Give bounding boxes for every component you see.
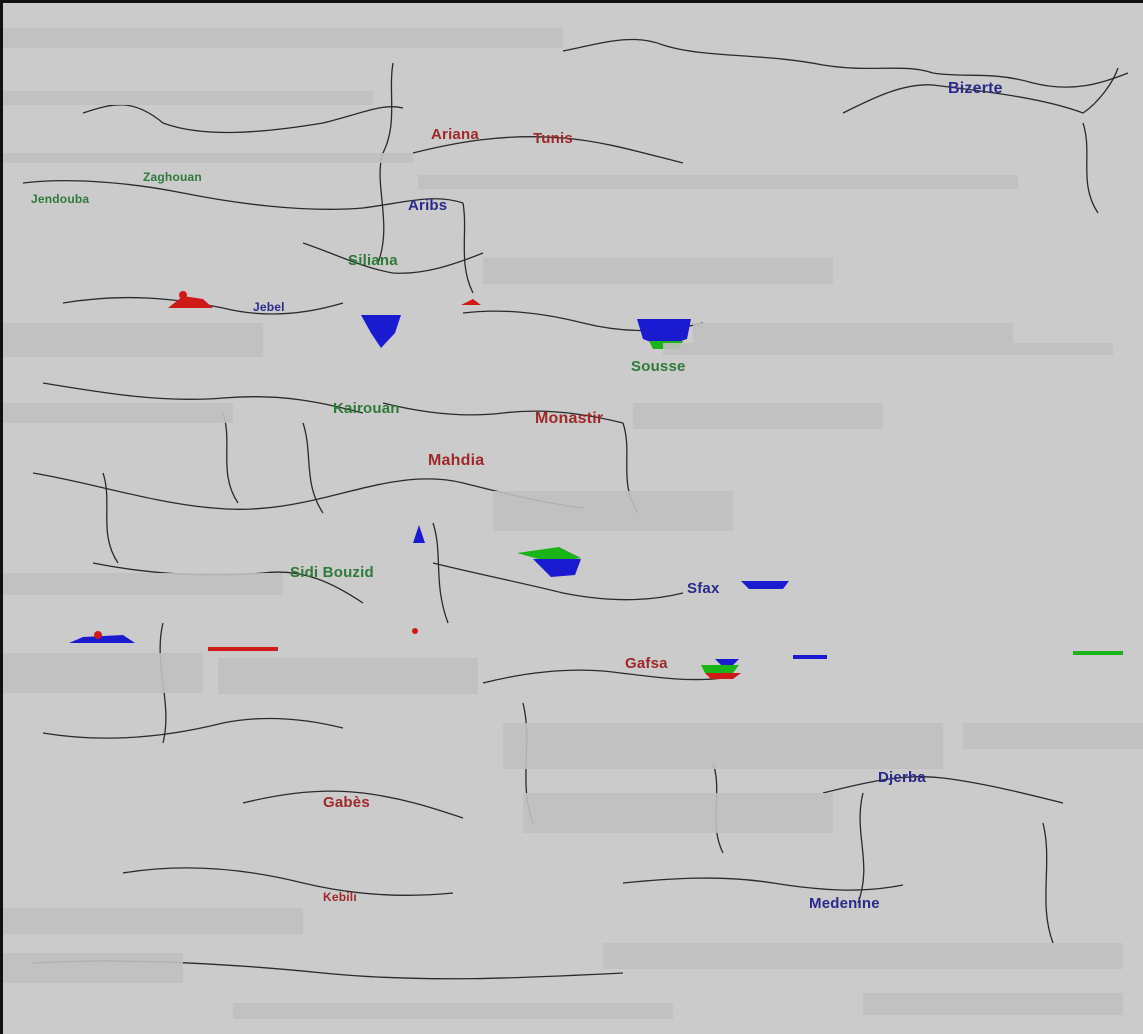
marker-blue-star[interactable] bbox=[69, 635, 135, 643]
northern-coastline bbox=[562, 38, 1129, 88]
artifact-band bbox=[633, 403, 883, 429]
artifact-band bbox=[418, 175, 1018, 189]
place-label-kairouan[interactable]: Kairouan bbox=[333, 400, 400, 417]
artifact-band bbox=[218, 658, 478, 694]
artifact-band bbox=[3, 91, 373, 105]
place-label-siliana[interactable]: Siliana bbox=[348, 252, 398, 269]
place-label-monastir[interactable]: Monastir bbox=[535, 410, 604, 427]
artifact-band bbox=[863, 993, 1123, 1015]
place-label-zaghouan[interactable]: Zaghouan bbox=[143, 170, 202, 184]
artifact-band bbox=[523, 793, 833, 833]
map-markers bbox=[69, 291, 1123, 679]
tunis-border bbox=[412, 136, 684, 164]
marker-blue-bar[interactable] bbox=[793, 655, 827, 659]
monastir-border bbox=[382, 402, 624, 424]
southern-border bbox=[622, 877, 904, 891]
medenine-east-border bbox=[1042, 822, 1054, 944]
artifact-bands bbox=[3, 28, 1143, 1019]
artifact-band bbox=[3, 323, 263, 357]
artifact-band bbox=[3, 153, 413, 163]
place-label-gafsa[interactable]: Gafsa bbox=[625, 655, 668, 672]
place-label-sousse[interactable]: Sousse bbox=[631, 358, 686, 375]
place-label-mahdia[interactable]: Mahdia bbox=[428, 452, 485, 469]
medenine-border bbox=[822, 776, 1064, 804]
place-label-aribs[interactable]: Aribs bbox=[408, 197, 448, 214]
marker-blue-triangle[interactable] bbox=[413, 525, 425, 543]
artifact-band bbox=[963, 723, 1143, 749]
marker-blue-star[interactable] bbox=[741, 581, 789, 589]
northwest-border bbox=[82, 104, 404, 134]
artifact-band bbox=[693, 323, 1013, 343]
marker-red-wedge[interactable] bbox=[168, 296, 213, 308]
place-label-sfax[interactable]: Sfax bbox=[687, 580, 720, 597]
sidi-bouzid-sfax-border bbox=[432, 522, 449, 624]
place-label-sidi-bouzid[interactable]: Sidi Bouzid bbox=[290, 564, 374, 581]
southwest-border bbox=[42, 717, 344, 739]
place-label-bizerte[interactable]: Bizerte bbox=[948, 80, 1003, 97]
northern-border bbox=[22, 180, 464, 210]
marker-red-dot[interactable] bbox=[179, 291, 187, 299]
marker-blue-star[interactable] bbox=[637, 319, 691, 347]
artifact-band bbox=[663, 343, 1113, 355]
artifact-band bbox=[503, 723, 943, 769]
siliana-border bbox=[62, 296, 344, 315]
kairouan-sousse-border bbox=[302, 422, 324, 514]
place-label-gabes[interactable]: Gabès bbox=[323, 794, 370, 811]
artifact-band bbox=[3, 28, 563, 48]
sfax-border bbox=[432, 562, 684, 601]
central-west-border bbox=[32, 472, 344, 510]
artifact-band bbox=[3, 953, 183, 983]
marker-green-base[interactable] bbox=[701, 665, 739, 673]
artifact-band bbox=[3, 403, 233, 423]
eastern-coastline bbox=[1082, 122, 1099, 214]
kairouan-border bbox=[42, 382, 364, 414]
artifact-band bbox=[483, 258, 833, 284]
artifact-band bbox=[493, 491, 733, 531]
kebili-border bbox=[122, 867, 454, 896]
jendouba-siliana-border bbox=[462, 202, 474, 294]
marker-blue-star[interactable] bbox=[361, 315, 401, 348]
artifact-band bbox=[3, 908, 303, 934]
place-label-jendouba[interactable]: Jendouba bbox=[31, 192, 90, 206]
artifact-band bbox=[233, 1003, 673, 1019]
marker-blue-star[interactable] bbox=[715, 659, 739, 665]
jendouba-border bbox=[302, 242, 484, 274]
west-interior-border bbox=[102, 472, 119, 564]
marker-green-bar[interactable] bbox=[1073, 651, 1123, 655]
gafsa-border bbox=[482, 669, 724, 684]
place-label-djerba[interactable]: Djerba bbox=[878, 769, 926, 786]
marker-red-bar[interactable] bbox=[208, 647, 278, 651]
marker-red-wedge[interactable] bbox=[705, 673, 741, 679]
place-label-jebel[interactable]: Jebel bbox=[253, 300, 285, 314]
gabes-border bbox=[242, 790, 464, 819]
marker-red-wedge[interactable] bbox=[461, 299, 481, 305]
bizerte-border bbox=[842, 67, 1119, 114]
map-geometry bbox=[3, 3, 1143, 1034]
gabes-medenine-border bbox=[857, 792, 865, 904]
marker-blue-star[interactable] bbox=[533, 559, 581, 577]
marker-red-dot[interactable] bbox=[94, 631, 102, 639]
place-label-tunis[interactable]: Tunis bbox=[533, 130, 573, 147]
place-label-ariana[interactable]: Ariana bbox=[431, 126, 479, 143]
place-label-kebili[interactable]: Kebili bbox=[323, 890, 357, 904]
place-label-medenine[interactable]: Medenine bbox=[809, 895, 880, 912]
artifact-band bbox=[3, 573, 283, 595]
artifact-band bbox=[603, 943, 1123, 969]
artifact-band bbox=[3, 653, 203, 693]
marker-red-dot[interactable] bbox=[412, 628, 418, 634]
